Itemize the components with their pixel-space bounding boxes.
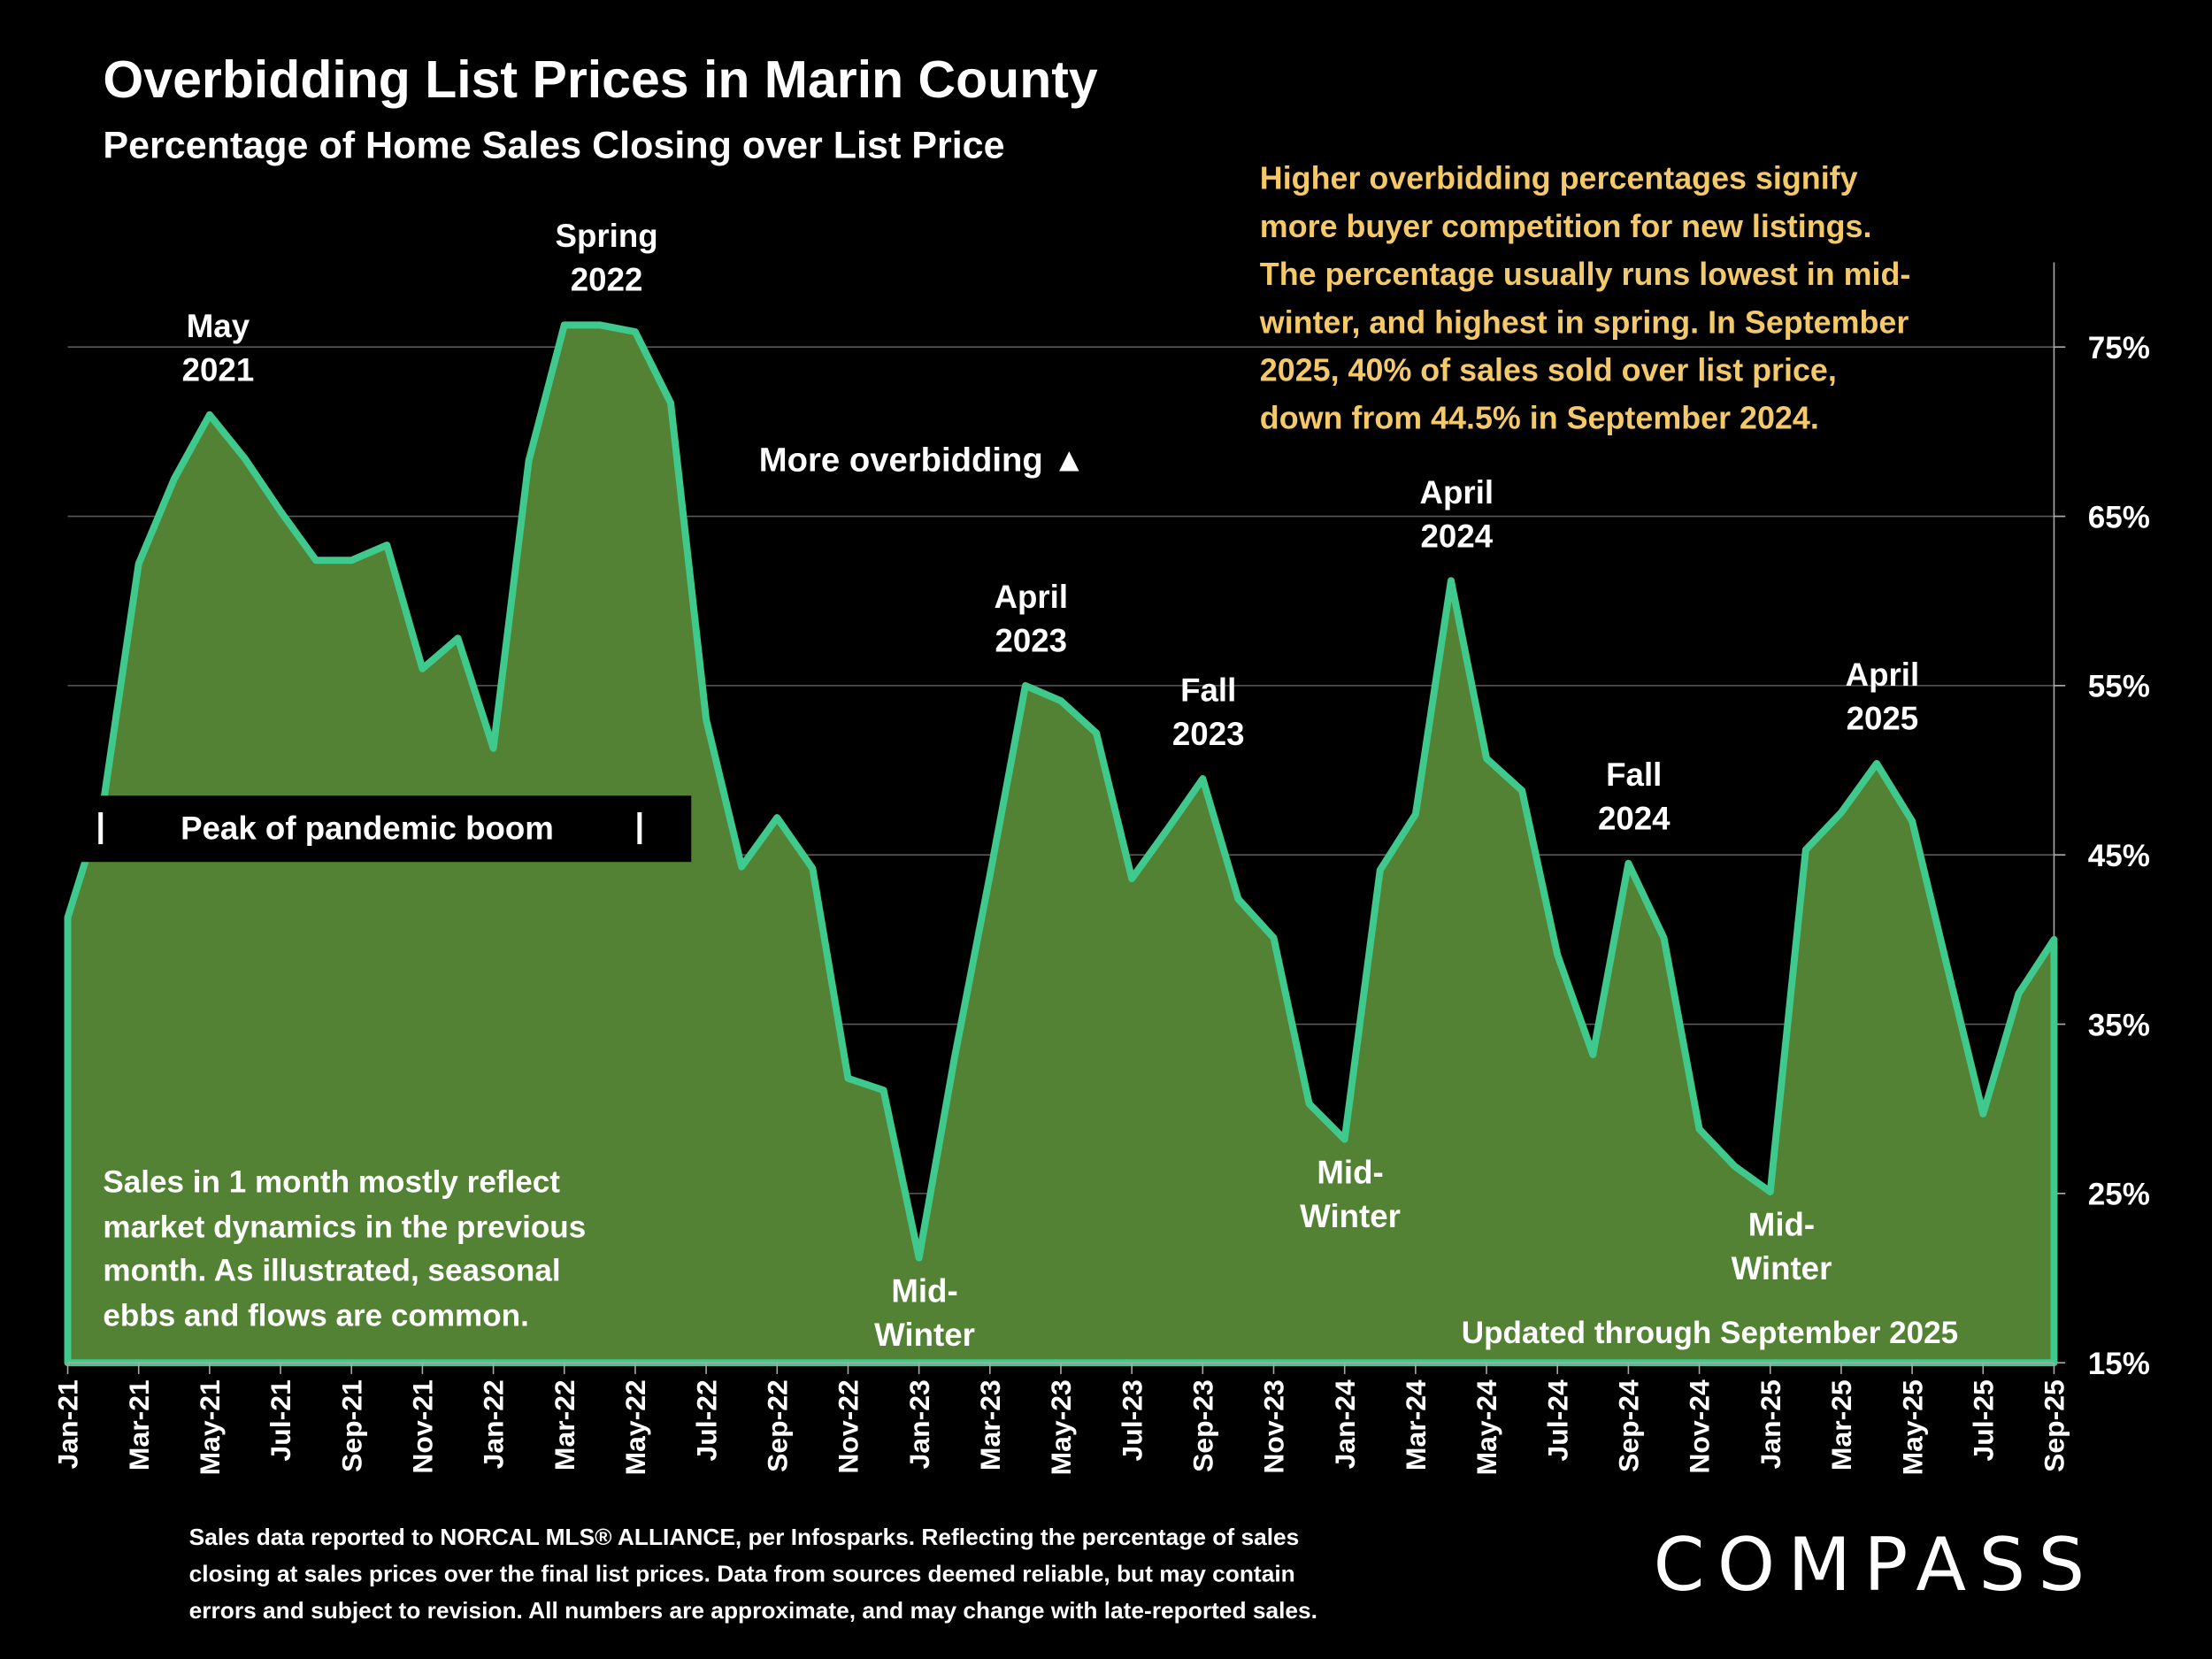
source-footnote: Sales data reported to NORCAL MLS® ALLIA… <box>189 1519 1317 1629</box>
annotation-line: Mid- <box>1747 1205 1816 1243</box>
x-tick-label: Nov-24 <box>1684 1379 1716 1474</box>
x-tick-label: Jan-25 <box>1755 1379 1786 1469</box>
annotation-line: 2024 <box>1597 800 1671 837</box>
x-tick-label: Jul-23 <box>1116 1379 1148 1461</box>
note-line: month. As illustrated, seasonal <box>103 1252 561 1288</box>
annotation-line: April <box>1419 473 1494 511</box>
x-tick-label: May-24 <box>1471 1379 1502 1475</box>
x-tick-label: Sep-21 <box>335 1379 367 1472</box>
annotation-line: April <box>994 578 1069 616</box>
x-tick-label: Sep-23 <box>1187 1379 1219 1472</box>
annotation-line: April <box>1845 656 1920 694</box>
y-tick-label: 65% <box>2088 500 2150 534</box>
y-tick-label: 55% <box>2088 670 2150 704</box>
annotation-line: Winter <box>1731 1249 1832 1286</box>
y-tick-label: 45% <box>2088 839 2150 873</box>
peak-annotation: Mid- Winter <box>1300 1150 1401 1238</box>
note-line: ebbs and flows are common. <box>103 1297 529 1333</box>
footnote-line: errors and subject to revision. All numb… <box>188 1598 1317 1624</box>
annotation-line: 2025 <box>1846 700 1919 737</box>
annotation-line: May <box>186 307 250 345</box>
pandemic-boom-box: | Peak of pandemic boom | <box>67 795 692 863</box>
note-line: market dynamics in the previous <box>103 1208 587 1244</box>
y-tick-label: 15% <box>2088 1347 2150 1381</box>
x-tick-label: Nov-22 <box>833 1379 864 1473</box>
peak-annotation: Fall 2023 <box>1172 669 1245 757</box>
x-tick-label: Jan-21 <box>52 1379 84 1469</box>
x-tick-label: Sep-24 <box>1613 1379 1645 1472</box>
annotation-line: Winter <box>874 1315 975 1353</box>
x-tick-label: Mar-23 <box>974 1379 1006 1471</box>
x-tick-label: Mar-22 <box>549 1379 580 1471</box>
annotation-line: Spring <box>555 218 658 255</box>
x-tick-label: Jul-24 <box>1541 1379 1573 1461</box>
area-outline <box>64 321 2058 1367</box>
note-line: Sales in 1 month mostly reflect <box>103 1164 560 1200</box>
x-tick-label: Mar-25 <box>1825 1379 1857 1471</box>
x-tick-label: Sep-25 <box>2039 1379 2070 1472</box>
peak-annotation: April 2024 <box>1420 471 1494 558</box>
compass-logo: COMPASS <box>1653 1523 2098 1609</box>
x-tick-label: Jul-21 <box>265 1379 296 1461</box>
peak-annotation: Fall 2024 <box>1598 753 1671 841</box>
annotation-line: 2021 <box>181 351 255 388</box>
chart-subtitle: Percentage of Home Sales Closing over Li… <box>103 124 1005 167</box>
x-tick-label: Nov-21 <box>407 1379 439 1473</box>
y-tick-label: 25% <box>2088 1178 2150 1212</box>
seasonal-note: Sales in 1 month mostly reflect market d… <box>103 1160 586 1338</box>
x-tick-label: May-23 <box>1045 1379 1077 1475</box>
peak-annotation: Spring 2022 <box>556 215 658 303</box>
annotation-line: Mid- <box>1317 1153 1384 1191</box>
bracket-right: | <box>634 806 645 846</box>
footnote-line: closing at sales prices over the final l… <box>188 1562 1295 1587</box>
annotation-line: Fall <box>1606 756 1663 794</box>
y-tick-label: 75% <box>2088 331 2150 365</box>
peak-annotation: April 2023 <box>994 576 1068 664</box>
annotation-line: 2023 <box>995 622 1068 659</box>
commentary-note: Higher overbidding percentages signify m… <box>1260 155 1911 442</box>
x-tick-label: May-25 <box>1896 1379 1928 1475</box>
peak-annotation: May 2021 <box>182 304 255 392</box>
footnote-line: Sales data reported to NORCAL MLS® ALLIA… <box>188 1525 1300 1551</box>
note-line: down from 44.5% in September 2024. <box>1259 400 1819 436</box>
y-tick-label: 35% <box>2088 1008 2150 1042</box>
x-tick-label: Jan-23 <box>903 1379 935 1469</box>
x-tick-label: Sep-22 <box>761 1379 793 1472</box>
x-tick-label: Jul-22 <box>690 1379 722 1461</box>
more-overbidding-label: More overbidding ▲ <box>758 442 1087 480</box>
x-tick-label: May-21 <box>194 1379 226 1475</box>
x-tick-label: Jan-24 <box>1329 1379 1361 1469</box>
peak-annotation: April 2025 <box>1846 654 1920 741</box>
x-tick-label: Mar-21 <box>123 1379 155 1471</box>
note-line: winter, and highest in spring. In Septem… <box>1259 304 1909 341</box>
note-line: The percentage usually runs lowest in mi… <box>1259 257 1911 293</box>
peak-annotation: Mid- Winter <box>1732 1203 1832 1291</box>
x-tick-label: Jul-25 <box>1967 1379 1999 1461</box>
annotation-line: Fall <box>1180 671 1237 709</box>
bracket-left: | <box>96 806 106 846</box>
pandemic-boom-label: Peak of pandemic boom <box>180 810 554 847</box>
annotation-line: 2022 <box>570 261 643 299</box>
note-line: 2025, 40% of sales sold over list price, <box>1259 352 1837 388</box>
area-fill <box>67 325 2055 1363</box>
annotation-line: Mid- <box>891 1271 958 1309</box>
annotation-line: Winter <box>1300 1196 1401 1234</box>
annotation-line: 2023 <box>1171 715 1245 752</box>
x-tick-label: Nov-23 <box>1258 1379 1290 1473</box>
peak-annotation: Mid- Winter <box>874 1269 975 1356</box>
annotation-line: 2024 <box>1420 517 1494 554</box>
x-tick-label: Mar-24 <box>1400 1379 1432 1471</box>
x-tick-label: Jan-22 <box>478 1379 510 1469</box>
note-line: Higher overbidding percentages signify <box>1259 160 1858 196</box>
chart-title: Overbidding List Prices in Marin County <box>103 50 1098 109</box>
updated-label: Updated through September 2025 <box>1461 1314 1959 1350</box>
note-line: more buyer competition for new listings. <box>1259 208 1872 244</box>
x-tick-label: May-22 <box>619 1379 651 1475</box>
